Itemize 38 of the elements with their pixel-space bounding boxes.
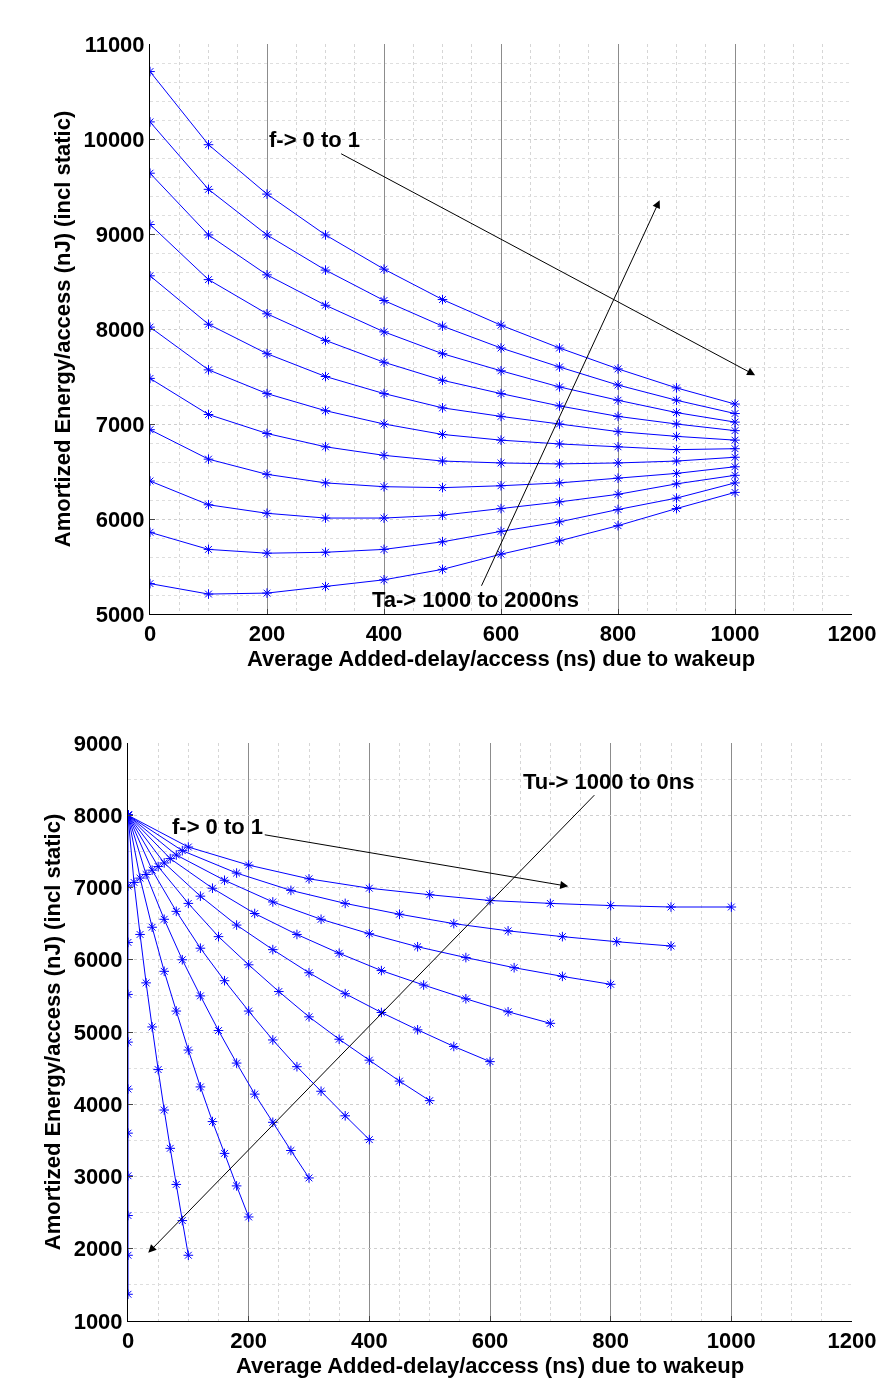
y-tick-label: 9000: [73, 730, 123, 756]
x-tick-label: 0: [143, 621, 157, 647]
y-tick-label: 8000: [73, 802, 123, 828]
y-tick-label: 7000: [73, 875, 123, 901]
x-tick-label: 0: [121, 1328, 135, 1354]
x-axis-title: Average Added-delay/access (ns) due to wakeup: [246, 646, 756, 672]
annotation: f-> 0 to 1: [269, 127, 361, 152]
y-tick-label: 4000: [73, 1091, 123, 1117]
y-tick-label: 5000: [95, 601, 145, 627]
y-axis-title: Amortized Energy/access (nJ) (incl static): [40, 813, 66, 1251]
y-tick-label: 10000: [83, 126, 145, 152]
y-tick-label: 6000: [95, 506, 145, 532]
x-tick-label: 1200: [827, 1328, 877, 1354]
annotation: Tu-> 1000 to 0ns: [523, 769, 695, 794]
y-tick-label: 11000: [84, 31, 145, 57]
y-axis-title: Amortized Energy/access (nJ) (incl static): [50, 110, 76, 548]
y-tick-label: 1000: [73, 1308, 123, 1334]
y-tick-label: 3000: [73, 1164, 123, 1190]
y-tick-label: 7000: [95, 411, 145, 437]
x-tick-label: 1200: [827, 621, 877, 647]
x-tick-label: 800: [592, 1328, 630, 1354]
x-tick-label: 400: [365, 621, 403, 647]
annotation: f-> 0 to 1: [172, 814, 264, 839]
x-tick-label: 600: [471, 1328, 509, 1354]
x-tick-label: 1000: [706, 1328, 756, 1354]
y-tick-label: 6000: [73, 947, 123, 973]
y-tick-label: 9000: [95, 221, 145, 247]
x-tick-label: 800: [599, 621, 637, 647]
x-axis-title: Average Added-delay/access (ns) due to wakeup: [235, 1353, 745, 1379]
x-tick-label: 200: [248, 621, 286, 647]
x-tick-label: 200: [230, 1328, 268, 1354]
annotation: Ta-> 1000 to 2000ns: [372, 587, 579, 612]
x-tick-label: 600: [482, 621, 520, 647]
x-tick-label: 1000: [710, 621, 760, 647]
y-tick-label: 2000: [73, 1236, 123, 1262]
x-tick-label: 400: [350, 1328, 388, 1354]
y-tick-label: 8000: [95, 316, 145, 342]
y-tick-label: 5000: [73, 1019, 123, 1045]
